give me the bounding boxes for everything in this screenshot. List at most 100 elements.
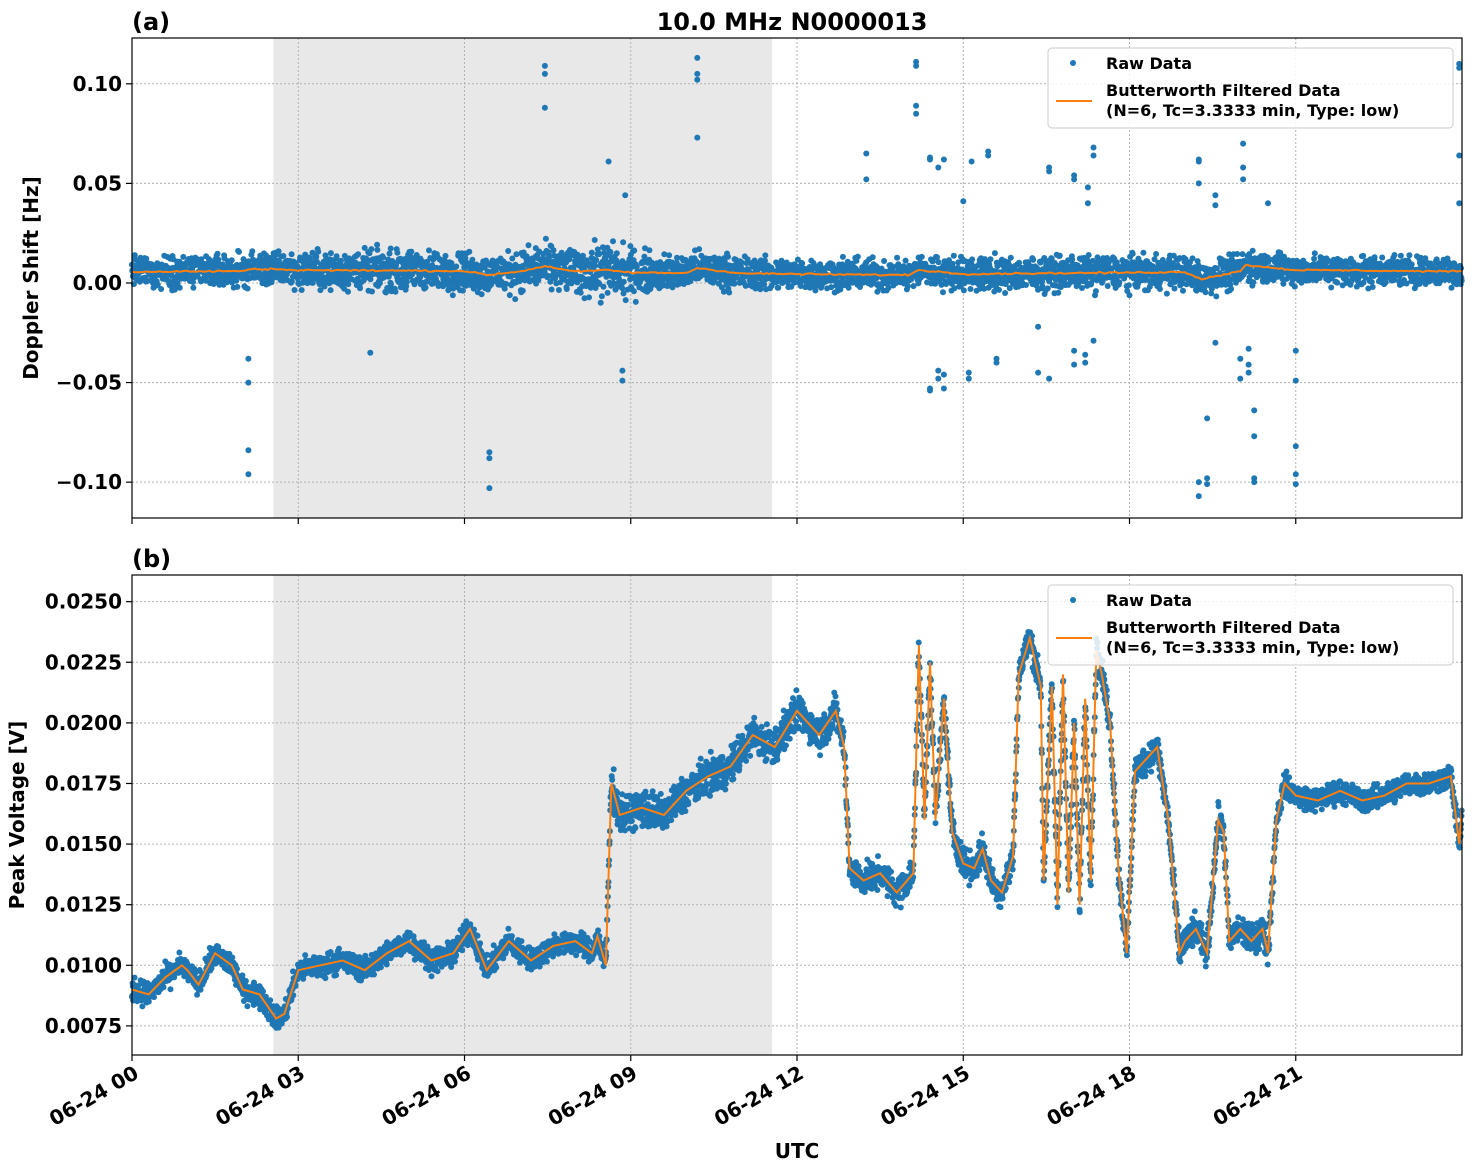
panel-a-raw-point — [1092, 288, 1099, 295]
panel-a: 0.100.050.00−0.05−0.10 (a) Doppler Shift… — [19, 8, 1465, 524]
panel-a-raw-point — [1035, 323, 1042, 330]
panel-a-raw-point — [1249, 247, 1256, 254]
panel-a-raw-point — [694, 76, 701, 83]
panel-a-raw-point — [1085, 252, 1092, 258]
panel-a-raw-point — [1334, 279, 1341, 286]
panel-a-raw-point — [1234, 251, 1241, 257]
panel-a-raw-point — [555, 287, 562, 293]
panel-a-raw-point — [176, 284, 183, 291]
panel-a-raw-point — [620, 278, 627, 285]
panel-a-raw-point — [367, 276, 374, 283]
panel-a-raw-point — [799, 260, 806, 267]
panel-a-raw-point — [309, 279, 316, 286]
panel-a-raw-point — [696, 246, 703, 253]
panel-a-raw-point — [600, 283, 607, 290]
panel-a-raw-point — [1237, 375, 1244, 382]
panel-a-raw-point — [275, 248, 282, 255]
panel-a-raw-point — [321, 283, 328, 290]
panel-a-y-axis-label: Doppler Shift [Hz] — [19, 176, 43, 380]
panel-a-raw-point — [541, 104, 548, 111]
panel-a-raw-point — [632, 298, 639, 305]
panel-a-raw-point — [960, 287, 967, 294]
panel-a-raw-point — [731, 280, 738, 287]
panel-a-raw-point — [1369, 284, 1376, 290]
panel-a-raw-point — [172, 285, 179, 292]
panel-a-raw-point — [1044, 285, 1051, 292]
panel-a-raw-point — [1126, 292, 1133, 299]
panel-a-raw-point — [1156, 286, 1163, 292]
panel-a-raw-point — [211, 279, 218, 286]
panel-a-raw-point — [960, 198, 967, 205]
panel-a-raw-point — [904, 283, 911, 290]
panel-a-raw-point — [1046, 375, 1053, 382]
panel-a-raw-point — [541, 62, 548, 69]
panel-a-raw-point — [1212, 339, 1219, 346]
panel-a-raw-point — [604, 289, 611, 296]
panel-a-raw-point — [1265, 200, 1271, 207]
panel-a-raw-point — [298, 287, 305, 293]
panel-a-raw-point — [622, 297, 629, 304]
panel-a-raw-point — [506, 292, 513, 299]
panel-a-raw-point — [1071, 176, 1078, 183]
panel-a-raw-point — [426, 247, 432, 254]
panel-a-raw-point — [610, 238, 616, 245]
panel-a-raw-point — [548, 286, 555, 293]
panel-a-raw-point — [1035, 369, 1042, 376]
panel-a-raw-point — [280, 253, 287, 259]
panel-a-raw-point — [622, 192, 629, 199]
panel-a-raw-point — [1311, 250, 1318, 257]
panel-a-raw-point — [902, 257, 909, 264]
panel-a-raw-point — [935, 164, 942, 171]
panel-a-raw-point — [131, 252, 138, 259]
panel-a-raw-point — [1071, 347, 1078, 354]
panel-a-raw-point — [1213, 293, 1220, 300]
panel-b-raw-point — [244, 1003, 251, 1010]
panel-a-raw-point — [313, 253, 320, 260]
panel-a-raw-point — [1382, 279, 1389, 286]
panel-a-raw-point — [619, 367, 626, 374]
panel-a-raw-point — [1456, 200, 1463, 207]
panel-b-raw-point — [302, 952, 309, 959]
panel-a-y-tick-label-0: 0.10 — [73, 72, 122, 96]
panel-a-raw-point — [1056, 252, 1063, 259]
panel-a-raw-point — [519, 287, 526, 294]
panel-a-raw-point — [1368, 279, 1375, 285]
panel-a-raw-point — [449, 292, 456, 299]
panel-a-raw-point — [694, 54, 701, 61]
panel-a-raw-point — [357, 285, 363, 292]
panel-a-raw-point — [619, 377, 626, 384]
panel-a-raw-point — [913, 102, 920, 109]
panel-a-raw-point — [1456, 152, 1463, 159]
panel-a-raw-point — [927, 156, 933, 163]
panel-a-raw-point — [1153, 251, 1160, 257]
panel-b-raw-point — [145, 998, 152, 1005]
panel-a-raw-point — [1084, 184, 1091, 191]
panel-a-raw-point — [613, 250, 620, 257]
panel-a-raw-point — [1311, 255, 1318, 262]
panel-a-raw-point — [327, 287, 334, 294]
panel-a-raw-point — [605, 158, 612, 165]
panel-a-raw-point — [245, 379, 252, 386]
panel-a-raw-point — [940, 385, 947, 392]
panel-a-raw-point — [486, 455, 493, 462]
panel-a-raw-point — [588, 249, 595, 256]
panel-a-raw-point — [775, 284, 782, 291]
panel-a-raw-point — [228, 257, 235, 264]
panel-a-raw-point — [180, 253, 187, 260]
panel-a-raw-point — [1448, 284, 1455, 291]
panel-a-raw-point — [965, 369, 972, 376]
panel-a-raw-point — [394, 249, 401, 256]
panel-a-raw-point — [1245, 369, 1252, 376]
panel-a-raw-point — [913, 110, 920, 117]
panel-a-raw-point — [935, 259, 942, 266]
panel-a-raw-point — [322, 252, 329, 259]
panel-a-raw-point — [355, 251, 362, 258]
panel-b-shaded-interval — [273, 575, 773, 1055]
panel-a-raw-point — [1292, 347, 1299, 354]
panel-a-raw-point — [1180, 287, 1186, 294]
panel-a-raw-point — [940, 156, 947, 163]
panel-a-raw-point — [198, 256, 205, 263]
panel-a-raw-point — [288, 278, 295, 285]
panel-a-raw-point — [1212, 192, 1219, 199]
panel-b-raw-point — [167, 986, 174, 993]
